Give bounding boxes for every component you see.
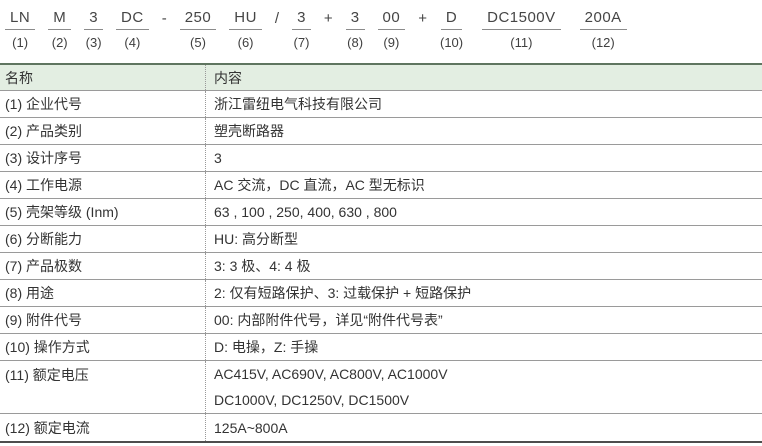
code-text: D [440,9,463,30]
table-row: (3) 设计序号 3 [0,145,762,172]
table-header-row: 名称 内容 [0,65,762,91]
row-content: 63 , 100 , 250, 400, 630 , 800 [205,199,762,225]
row-label: (9) 附件代号 [5,312,82,328]
table-row: (4) 工作电源 AC 交流，DC 直流，AC 型无标识 [0,172,762,199]
code-text: HU [229,9,262,30]
code-text: DC [116,9,149,30]
code-segment: 3 (3) [84,9,104,50]
code-number: (3) [85,35,102,50]
code-segment: M (2) [48,9,72,50]
row-content: 浙江雷纽电气科技有限公司 [205,91,762,117]
row-content: AC415V, AC690V, AC800V, AC1000V DC1000V,… [205,361,762,413]
code-number: (1) [12,35,29,50]
row-content: 00: 内部附件代号，详见“附件代号表” [205,307,762,333]
code-text: 200A [579,9,627,30]
code-segment: 200A (12) [579,9,627,50]
row-content-line-2: DC1000V, DC1250V, DC1500V [214,392,410,408]
row-label: (10) 操作方式 [5,339,90,355]
row-label: (8) 用途 [5,285,54,301]
spec-table: 名称 内容 (1) 企业代号 浙江雷纽电气科技有限公司 (2) 产品类别 塑壳断… [0,63,762,443]
code-number: (2) [51,35,68,50]
row-content: 2: 仅有短路保护、3: 过载保护 + 短路保护 [205,280,762,306]
table-row: (11) 额定电压 AC415V, AC690V, AC800V, AC1000… [0,361,762,414]
code-text: 3 [345,9,365,30]
row-label: (6) 分断能力 [5,231,82,247]
model-code-breakdown: LN (1) M (2) 3 (3) DC (4) - 250 (5) HU (… [0,0,762,56]
row-label: (1) 企业代号 [5,96,82,112]
row-content: AC 交流，DC 直流，AC 型无标识 [205,172,762,198]
code-text: M [48,9,72,30]
header-content: 内容 [205,65,762,90]
row-content: 3: 3 极、4: 4 极 [205,253,762,279]
code-number: (9) [383,35,400,50]
code-segment: DC1500V (11) [482,9,561,50]
code-text: 250 [179,9,217,30]
table-row: (8) 用途 2: 仅有短路保护、3: 过载保护 + 短路保护 [0,280,762,307]
code-text: DC1500V [482,9,561,30]
code-text: 3 [84,9,104,30]
header-name: 名称 [5,69,33,86]
row-label: (7) 产品极数 [5,258,82,274]
table-row: (9) 附件代号 00: 内部附件代号，详见“附件代号表” [0,307,762,334]
row-content-line-1: AC415V, AC690V, AC800V, AC1000V [214,366,448,382]
table-row: (1) 企业代号 浙江雷纽电气科技有限公司 [0,91,762,118]
row-content: HU: 高分断型 [205,226,762,252]
row-label: (4) 工作电源 [5,177,82,193]
code-separator-dash: - [161,10,167,27]
code-number: (5) [190,35,206,50]
row-label: (11) 额定电压 [5,367,89,383]
code-text: LN [5,9,36,30]
table-row: (2) 产品类别 塑壳断路器 [0,118,762,145]
code-segment: 250 (5) [179,9,217,50]
code-text: 3 [292,9,311,30]
table-row: (10) 操作方式 D: 电操，Z: 手操 [0,334,762,361]
table-row: (5) 壳架等级 (Inm) 63 , 100 , 250, 400, 630 … [0,199,762,226]
code-segment: 00 (9) [377,9,406,50]
row-label: (3) 设计序号 [5,150,82,166]
code-text: 00 [377,9,406,30]
code-segment: 3 (7) [292,9,311,50]
code-number: (8) [347,35,364,50]
row-label: (12) 额定电流 [5,419,90,436]
row-content: 塑壳断路器 [205,118,762,144]
code-segment: HU (6) [229,9,262,50]
code-number: (7) [293,35,310,50]
code-segment: LN (1) [5,9,36,50]
row-content: 3 [205,145,762,171]
code-segment: D (10) [440,9,463,50]
code-number: (10) [439,35,464,50]
code-number: (12) [591,35,615,50]
code-number: (4) [124,35,141,50]
table-row: (7) 产品极数 3: 3 极、4: 4 极 [0,253,762,280]
row-label: (2) 产品类别 [5,123,82,139]
row-content: D: 电操，Z: 手操 [205,334,762,360]
row-label: (5) 壳架等级 (Inm) [5,204,119,220]
code-number: (6) [237,35,254,50]
code-separator-plus: + [323,10,333,27]
code-segment: DC (4) [116,9,149,50]
code-segment: 3 (8) [345,9,365,50]
code-number: (11) [510,35,533,50]
row-content: 125A~800A [205,414,762,441]
code-separator-slash: / [274,10,280,27]
code-separator-plus: + [418,10,427,27]
table-row: (12) 额定电流 125A~800A [0,414,762,441]
table-row: (6) 分断能力 HU: 高分断型 [0,226,762,253]
